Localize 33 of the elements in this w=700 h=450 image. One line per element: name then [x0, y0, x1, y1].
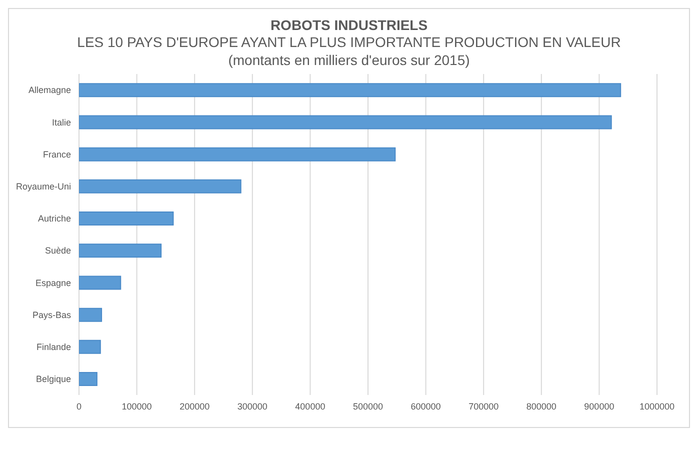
x-tick-label: 100000	[122, 401, 152, 412]
bar	[79, 115, 612, 130]
y-tick-label: Royaume-Uni	[16, 182, 71, 192]
bar	[79, 147, 396, 162]
x-tick-label: 1000000	[639, 401, 675, 412]
x-tick-label: 500000	[352, 401, 384, 412]
bar	[79, 83, 622, 98]
x-tick-label: 400000	[295, 401, 326, 412]
bar	[79, 340, 101, 354]
x-tick-label: 600000	[410, 401, 441, 412]
x-tick-label: 0	[76, 401, 82, 412]
y-tick-label: Autriche	[38, 214, 71, 224]
y-tick-label: Italie	[52, 117, 71, 128]
bar	[79, 372, 98, 386]
y-tick-label: Espagne	[35, 278, 71, 288]
y-tick-label: Allemagne	[28, 85, 71, 96]
chart-title: ROBOTS INDUSTRIELS	[269, 17, 429, 33]
chart-subtitle: LES 10 PAYS D'EUROPE AYANT LA PLUS IMPORTANTE PRODUCTION EN VALEUR (montants en milliers d'euros sur 2015)	[76, 33, 622, 69]
x-tick-label: 800000	[526, 401, 556, 412]
y-tick-label: Suède	[44, 246, 71, 256]
y-tick-label: Belgique	[36, 374, 71, 384]
bar	[79, 276, 122, 290]
bar	[79, 212, 174, 226]
x-tick-label: 700000	[468, 401, 499, 412]
y-tick-label: France	[42, 149, 71, 160]
bar	[79, 308, 102, 322]
y-tick-label: Finlande	[36, 342, 71, 352]
bar	[79, 179, 242, 194]
y-tick-label: Pays-Bas	[32, 310, 72, 320]
x-tick-label: 300000	[237, 401, 268, 412]
bar	[79, 244, 162, 258]
x-tick-label: 200000	[180, 401, 210, 412]
x-tick-label: 900000	[584, 401, 614, 412]
